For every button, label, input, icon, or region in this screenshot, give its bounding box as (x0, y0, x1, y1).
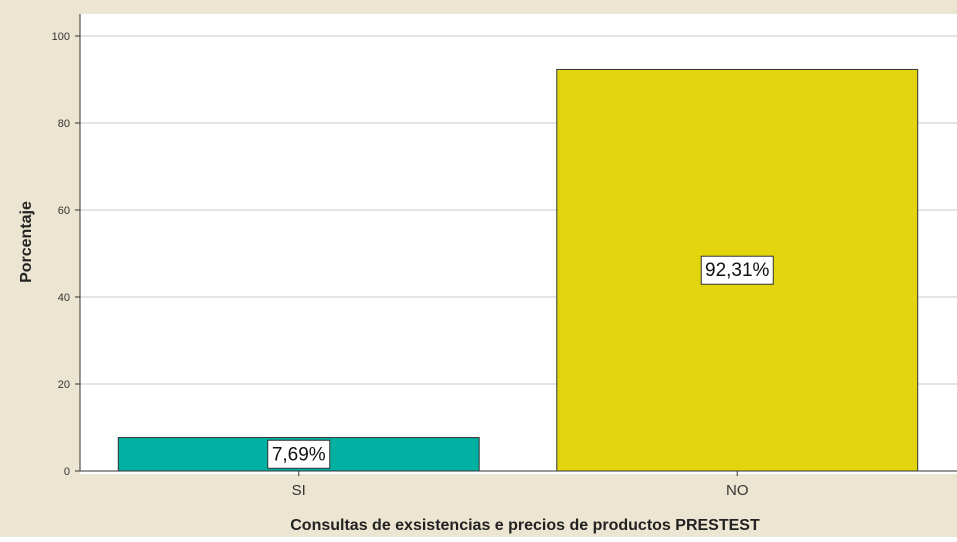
data-labels: 7,69% 92,31% (267, 255, 774, 469)
axis-ticks: 0 20 40 60 80 100 SI NO (52, 31, 749, 499)
y-tick-label-40: 40 (58, 292, 70, 304)
data-label-box-si (267, 439, 331, 469)
data-label-si: 7,69% (272, 444, 326, 465)
y-tick-label-20: 20 (58, 379, 70, 391)
data-label-box-no (700, 255, 774, 285)
x-tick-label-si: SI (292, 482, 306, 499)
y-tick-label-100: 100 (52, 31, 70, 43)
y-tick-label-80: 80 (58, 118, 70, 130)
y-axis-title: Porcentaje (18, 201, 35, 283)
x-tick-label-no: NO (726, 482, 749, 499)
y-tick-label-0: 0 (64, 466, 70, 478)
y-tick-label-60: 60 (58, 205, 70, 217)
data-label-no: 92,31% (705, 260, 770, 281)
x-axis-title: Consultas de exsistencias e precios de p… (290, 517, 760, 534)
